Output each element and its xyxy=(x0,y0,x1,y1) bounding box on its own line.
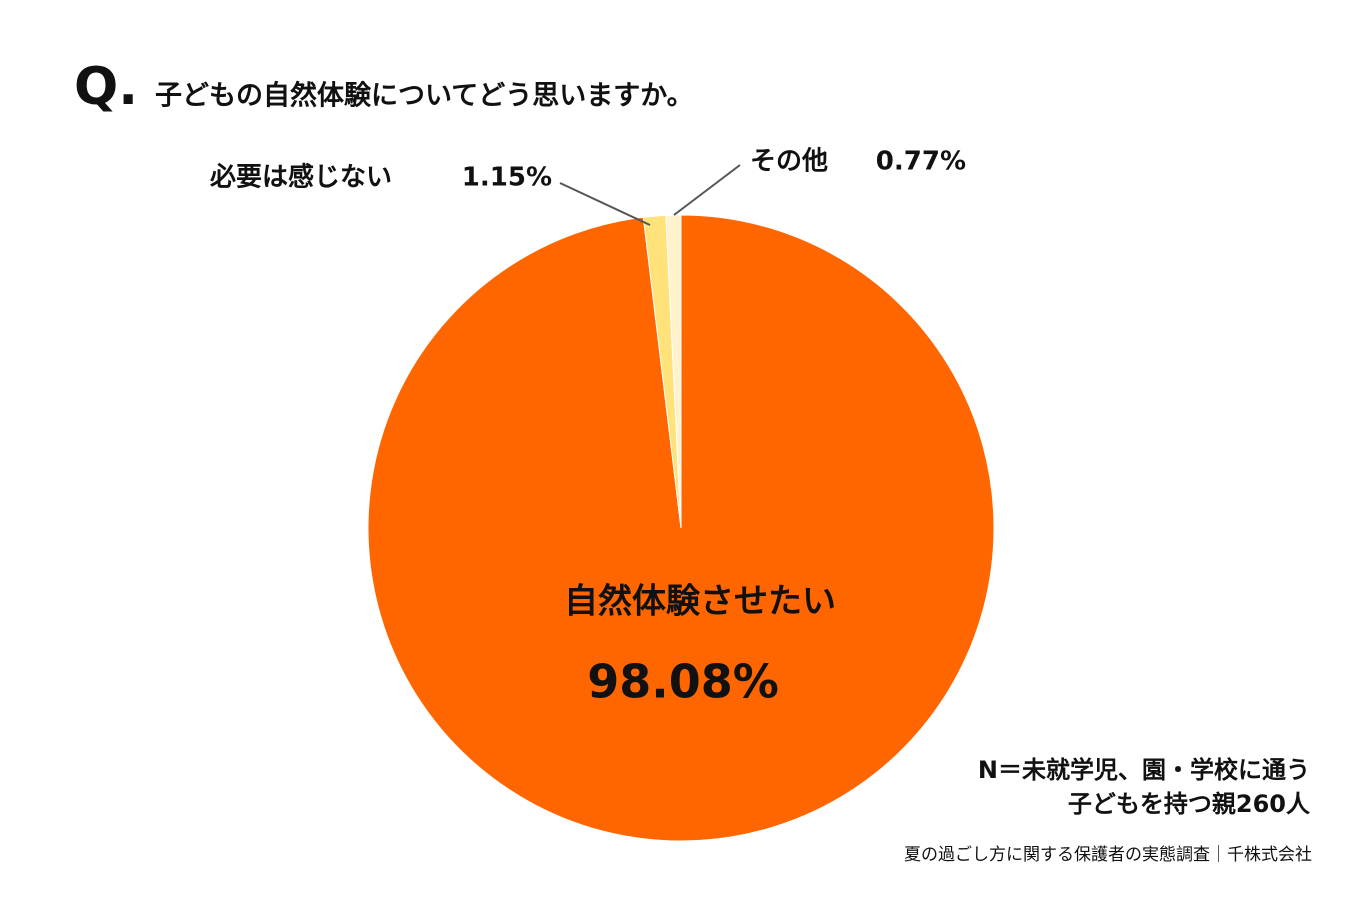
note-line: 子どもを持つ親260人 xyxy=(1068,790,1310,818)
pie-slice xyxy=(665,214,682,529)
slice-label: 必要は感じない xyxy=(210,163,392,193)
slice-label: 自然体験させたい xyxy=(564,582,836,622)
value-label: 98.08% xyxy=(587,655,779,709)
value-label: 1.15% xyxy=(462,163,552,193)
slice-label: その他 xyxy=(750,147,828,177)
question-prefix: Q. xyxy=(74,57,138,117)
source: 夏の過ごし方に関する保護者の実態調査｜千株式会社 xyxy=(904,845,1312,865)
value-label: 0.77% xyxy=(876,147,966,177)
leader-line xyxy=(673,164,741,216)
leader-line xyxy=(559,182,651,226)
chart-title: 子どもの自然体験についてどう思いますか。 xyxy=(155,80,694,112)
note-line: N＝未就学児、園・学校に通う xyxy=(978,756,1310,784)
